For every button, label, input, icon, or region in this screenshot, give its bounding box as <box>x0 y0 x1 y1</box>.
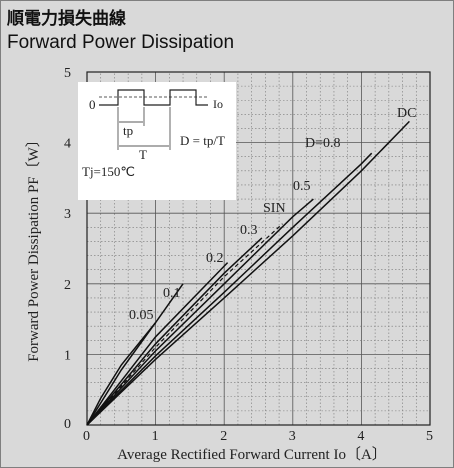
chart-title-japanese: 順電力損失曲線 <box>7 9 126 29</box>
y-tick-label: 0 <box>64 417 71 432</box>
plot-area-border <box>86 71 431 426</box>
series-line <box>86 223 283 426</box>
y-tick-label: 4 <box>64 137 71 152</box>
series-label: 0.2 <box>206 251 224 266</box>
inset-period-label: T <box>139 147 147 162</box>
pulse-waveform <box>99 89 208 106</box>
series-label: SIN <box>263 201 286 216</box>
series-label: 0.5 <box>293 179 311 194</box>
series-label: 0.1 <box>163 286 181 301</box>
series-line <box>86 262 229 426</box>
series-line <box>86 283 184 426</box>
x-tick-label: 4 <box>357 429 364 444</box>
series-label: DC <box>397 106 416 121</box>
y-tick-label: 3 <box>64 207 71 222</box>
junction-temp-label: Tj=150℃ <box>82 164 135 179</box>
waveform-inset: 0 Io tp T D = tp/T Tj=150℃ <box>78 82 236 200</box>
inset-io-label: Io <box>213 97 223 111</box>
curves <box>86 120 410 426</box>
chart-title-english: Forward Power Dissipation <box>7 32 235 53</box>
series-line <box>86 198 314 426</box>
series-label: 0.05 <box>129 308 154 323</box>
x-axis-label: Average Rectified Forward Current Io〔A〕 <box>117 446 387 463</box>
inset-duty-formula: D = tp/T <box>180 133 225 148</box>
series-labels: 0.05 0.1 0.2 0.3 SIN 0.5 D=0.8 DC <box>129 106 416 323</box>
y-tick-label: 2 <box>64 278 71 293</box>
series-line <box>86 120 410 426</box>
inset-tp-label: tp <box>123 123 133 138</box>
chart-header: 順電力損失曲線 Forward Power Dissipation <box>1 1 453 59</box>
x-tick-label: 3 <box>289 429 296 444</box>
x-tick-label: 5 <box>426 429 433 444</box>
series-line <box>86 152 373 426</box>
x-tick-label: 1 <box>152 429 159 444</box>
series-line <box>86 322 157 426</box>
tick-labels: 0 1 2 3 4 5 0 1 2 3 4 5 <box>64 66 433 444</box>
inset-zero-label: 0 <box>89 97 96 112</box>
y-tick-label: 1 <box>64 348 71 363</box>
series-label: 0.3 <box>240 223 258 238</box>
y-axis-label: Forward Power Dissipation PF〔W〕 <box>25 132 42 362</box>
x-tick-label: 2 <box>220 429 227 444</box>
inset-background <box>78 82 236 200</box>
y-tick-label: 5 <box>64 66 71 81</box>
x-tick-label: 0 <box>83 429 90 444</box>
series-line <box>86 237 263 426</box>
series-label: D=0.8 <box>305 136 341 151</box>
